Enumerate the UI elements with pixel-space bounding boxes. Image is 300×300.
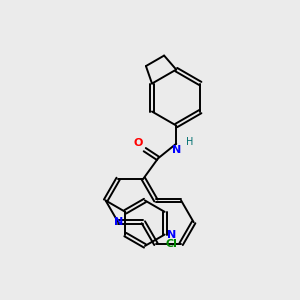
Text: N: N	[167, 230, 177, 240]
Text: Cl: Cl	[165, 239, 177, 249]
Text: O: O	[134, 138, 143, 148]
Text: N: N	[114, 217, 123, 227]
Text: N: N	[172, 145, 181, 155]
Text: H: H	[186, 137, 194, 147]
